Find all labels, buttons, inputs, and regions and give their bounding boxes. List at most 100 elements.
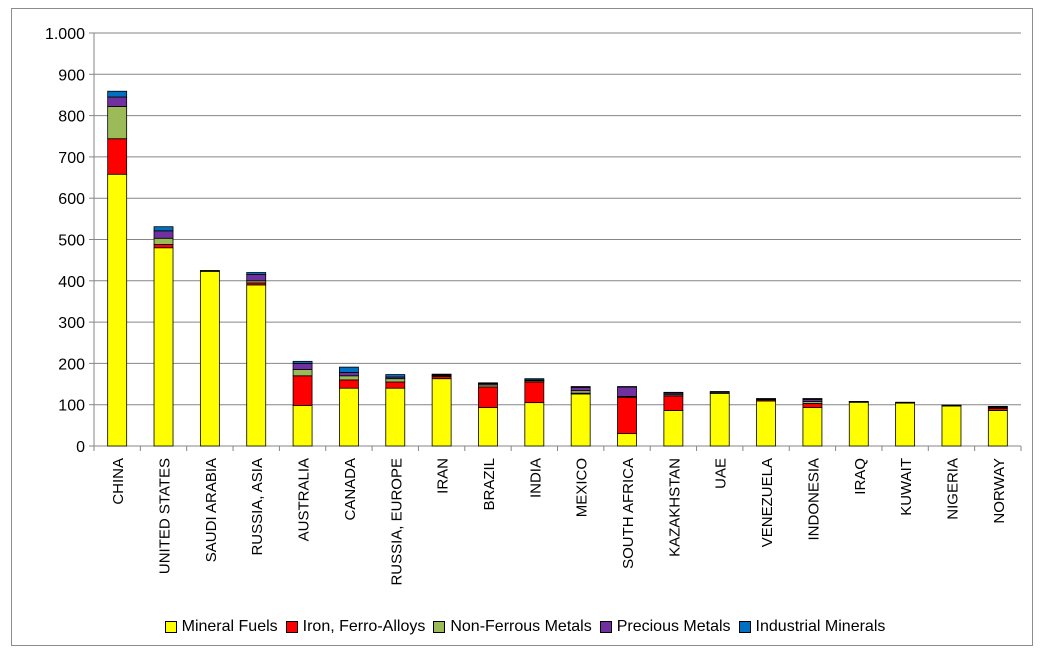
bar-mineral-fuels-segment: [431, 378, 452, 447]
bar-mineral-fuels-segment: [895, 402, 916, 447]
bar-precious-metals-segment: [153, 230, 174, 239]
bar-mineral-fuels-segment: [385, 387, 406, 447]
bar-non-ferrous-metals-segment: [107, 106, 128, 140]
bar-industrial-minerals-segment: [709, 391, 730, 393]
bar-mineral-fuels-segment: [246, 284, 267, 447]
x-tick-label: CANADA: [342, 458, 359, 521]
y-tick-label: 100: [58, 398, 85, 415]
bar-mineral-fuels-segment: [292, 405, 313, 447]
bar-mineral-fuels-segment: [524, 402, 545, 447]
x-tick-label: UAE: [713, 458, 730, 489]
bar-mineral-fuels-segment: [339, 387, 359, 447]
y-tick-label: 700: [58, 150, 85, 167]
bar-industrial-minerals-segment: [941, 404, 962, 407]
bar-industrial-minerals-segment: [524, 378, 545, 381]
bar-mineral-fuels-segment: [478, 407, 498, 447]
bar-industrial-minerals-segment: [431, 373, 452, 376]
bar-industrial-minerals-segment: [107, 90, 128, 98]
bar-mineral-fuels-segment: [570, 393, 591, 447]
x-tick-label: SOUTH AFRICA: [620, 458, 637, 569]
bar-mineral-fuels-segment: [709, 393, 730, 447]
x-tick-label: NORWAY: [991, 458, 1008, 524]
legend-label: Iron, Ferro-Alloys: [302, 618, 426, 635]
bar-industrial-minerals-segment: [199, 270, 220, 272]
bar-mineral-fuels-segment: [756, 400, 776, 447]
bar-iron-ferro-alloys-segment: [617, 396, 637, 435]
y-tick-label: 900: [58, 67, 85, 84]
x-tick-label: SAUDI ARABIA: [203, 458, 220, 562]
y-tick-label: 1.000: [45, 26, 85, 43]
bar-mineral-fuels-segment: [941, 405, 962, 447]
bar-industrial-minerals-segment: [756, 398, 776, 400]
legend-item: Precious Metals: [599, 618, 731, 636]
x-tick-label: INDONESIA: [805, 458, 822, 541]
chart-frame: [11, 8, 1033, 646]
bar-precious-metals-segment: [107, 96, 128, 107]
y-tick-label: 400: [58, 274, 85, 291]
y-tick-label: 300: [58, 315, 85, 332]
bar-industrial-minerals-segment: [339, 366, 359, 373]
legend-swatch: [738, 621, 751, 633]
x-tick-label: RUSSIA, ASIA: [249, 458, 266, 556]
x-tick-label: MEXICO: [574, 458, 591, 517]
x-tick-label: NIGERIA: [944, 458, 961, 520]
bar-precious-metals-segment: [339, 372, 359, 377]
bar-mineral-fuels-segment: [153, 247, 174, 447]
bar-industrial-minerals-segment: [987, 405, 1008, 408]
y-tick-label: 500: [58, 233, 85, 250]
bar-industrial-minerals-segment: [246, 272, 267, 276]
bar-iron-ferro-alloys-segment: [478, 386, 498, 408]
bar-iron-ferro-alloys-segment: [524, 381, 545, 404]
x-tick-label: INDIA: [527, 458, 544, 498]
bar-precious-metals-segment: [292, 362, 313, 370]
bar-iron-ferro-alloys-segment: [385, 381, 406, 389]
bar-mineral-fuels-segment: [107, 173, 128, 447]
bar-non-ferrous-metals-segment: [339, 375, 359, 381]
bar-industrial-minerals-segment: [848, 400, 869, 403]
x-tick-label: VENEZUELA: [759, 458, 776, 547]
bar-industrial-minerals-segment: [895, 401, 916, 404]
bar-industrial-minerals-segment: [153, 226, 174, 232]
bar-non-ferrous-metals-segment: [153, 237, 174, 245]
bar-mineral-fuels-segment: [617, 433, 637, 447]
bar-industrial-minerals-segment: [617, 386, 637, 388]
x-tick-label: CHINA: [110, 458, 127, 505]
bar-iron-ferro-alloys-segment: [153, 244, 174, 249]
bar-mineral-fuels-segment: [199, 270, 220, 447]
bar-industrial-minerals-segment: [478, 382, 498, 385]
bar-iron-ferro-alloys-segment: [292, 375, 313, 406]
bar-industrial-minerals-segment: [802, 398, 823, 400]
bar-iron-ferro-alloys-segment: [339, 379, 359, 389]
y-tick-label: 200: [58, 356, 85, 373]
legend-label: Mineral Fuels: [181, 618, 278, 635]
bar-non-ferrous-metals-segment: [292, 369, 313, 377]
bar-precious-metals-segment: [246, 274, 267, 282]
legend-swatch: [433, 621, 446, 633]
x-tick-label: IRAN: [435, 458, 452, 494]
bar-precious-metals-segment: [617, 386, 637, 397]
bar-mineral-fuels-segment: [663, 410, 684, 447]
bar-industrial-minerals-segment: [292, 360, 313, 364]
bar-non-ferrous-metals-segment: [385, 378, 406, 383]
bar-industrial-minerals-segment: [385, 374, 406, 378]
x-tick-label: AUSTRALIA: [296, 458, 313, 541]
bar-iron-ferro-alloys-segment: [107, 138, 128, 175]
bar-industrial-minerals-segment: [570, 386, 591, 388]
legend-label: Non-Ferrous Metals: [450, 618, 592, 635]
legend-label: Industrial Minerals: [755, 618, 886, 635]
legend: Mineral Fuels Iron, Ferro-Alloys Non-Ferro…: [0, 618, 1050, 636]
y-tick-label: 0: [76, 439, 85, 456]
legend-item: Non-Ferrous Metals: [433, 618, 592, 636]
x-tick-label: KAZAKHSTAN: [666, 458, 683, 557]
legend-swatch: [164, 621, 177, 633]
legend-item: Mineral Fuels: [164, 618, 278, 636]
x-tick-label: RUSSIA, EUROPE: [388, 458, 405, 586]
x-tick-label: BRAZIL: [481, 458, 498, 511]
legend-item: Industrial Minerals: [738, 618, 886, 636]
bar-industrial-minerals-segment: [663, 391, 684, 394]
y-tick-label: 600: [58, 191, 85, 208]
bar-mineral-fuels-segment: [987, 410, 1008, 447]
bar-iron-ferro-alloys-segment: [802, 403, 823, 408]
bar-mineral-fuels-segment: [848, 401, 869, 447]
